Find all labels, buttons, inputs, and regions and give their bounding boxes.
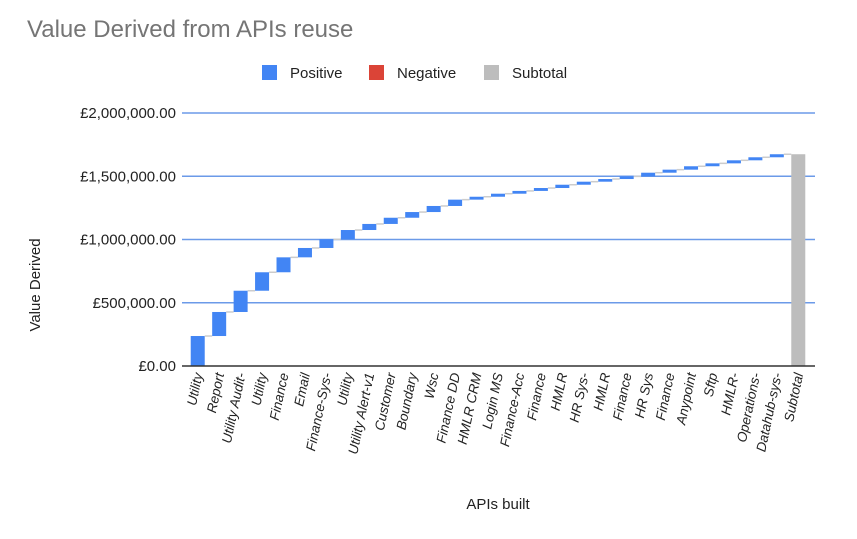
bar [619, 176, 634, 180]
x-axis-title: APIs built [466, 496, 530, 513]
y-tick-label: £500,000.00 [93, 295, 176, 312]
legend-label-positive: Positive [290, 65, 343, 82]
x-tick-label: Email [291, 371, 313, 408]
x-tick-label: Anypoint [673, 370, 699, 427]
subtotal-bar [791, 154, 806, 366]
bars [190, 153, 806, 366]
bar [726, 160, 741, 164]
x-tick-label: Finance [267, 372, 292, 422]
x-tick-label: HMLR [548, 371, 571, 412]
x-tick-label: Utility [334, 370, 356, 407]
y-axis-ticks: £0.00 £500,000.00 £1,000,000.00 £1,500,000.… [80, 105, 176, 375]
y-tick-label: £1,500,000.00 [80, 168, 176, 185]
bar [491, 193, 505, 197]
x-tick-label: Utility [248, 370, 270, 407]
legend-swatch-subtotal [484, 65, 499, 80]
y-tick-label: £2,000,000.00 [80, 105, 176, 122]
x-tick-label: HMLR- [718, 371, 742, 416]
bar [684, 166, 699, 170]
gridlines [182, 112, 815, 304]
legend-swatch-positive [262, 65, 277, 80]
bar [340, 230, 355, 240]
bar [598, 179, 613, 182]
bar [212, 311, 227, 337]
bar [748, 157, 763, 161]
y-tick-label: £1,000,000.00 [80, 232, 176, 249]
chart-title: Value Derived from APIs reuse [27, 16, 353, 43]
bar [769, 154, 784, 158]
legend: Positive Negative Subtotal [262, 65, 567, 82]
bar [469, 196, 484, 200]
x-tick-label: Finance [653, 372, 678, 422]
bar [297, 247, 312, 258]
bar [641, 172, 656, 177]
x-tick-label: Finance [610, 372, 635, 422]
x-tick-label: Utility [184, 370, 206, 407]
bar [362, 223, 377, 231]
bar [426, 205, 441, 213]
x-tick-label: Sftp [701, 371, 721, 398]
bar [555, 184, 570, 189]
x-tick-label: Finance [524, 372, 549, 422]
bar [576, 181, 591, 185]
bar [448, 199, 463, 206]
y-tick-label: £0.00 [138, 358, 176, 375]
legend-label-subtotal: Subtotal [512, 65, 567, 82]
bar [705, 163, 720, 167]
legend-label-negative: Negative [397, 65, 456, 82]
x-tick-label: HR Sys- [567, 371, 592, 424]
x-tick-label: Subtotal [781, 371, 806, 424]
bar [533, 188, 548, 191]
legend-swatch-negative [369, 65, 384, 80]
bar [276, 257, 291, 273]
bar [383, 217, 398, 224]
bar [190, 336, 205, 366]
bar [319, 239, 334, 248]
x-tick-label: Report [204, 370, 227, 414]
bar [662, 169, 677, 173]
x-tick-label: HR Sys [632, 371, 656, 419]
bar [405, 212, 420, 218]
bar [255, 272, 270, 291]
x-tick-label: Wsc [421, 371, 441, 400]
y-axis-title: Value Derived [27, 238, 44, 331]
x-tick-label: HMLR [591, 371, 614, 412]
bar [512, 190, 527, 194]
bar [233, 290, 248, 312]
